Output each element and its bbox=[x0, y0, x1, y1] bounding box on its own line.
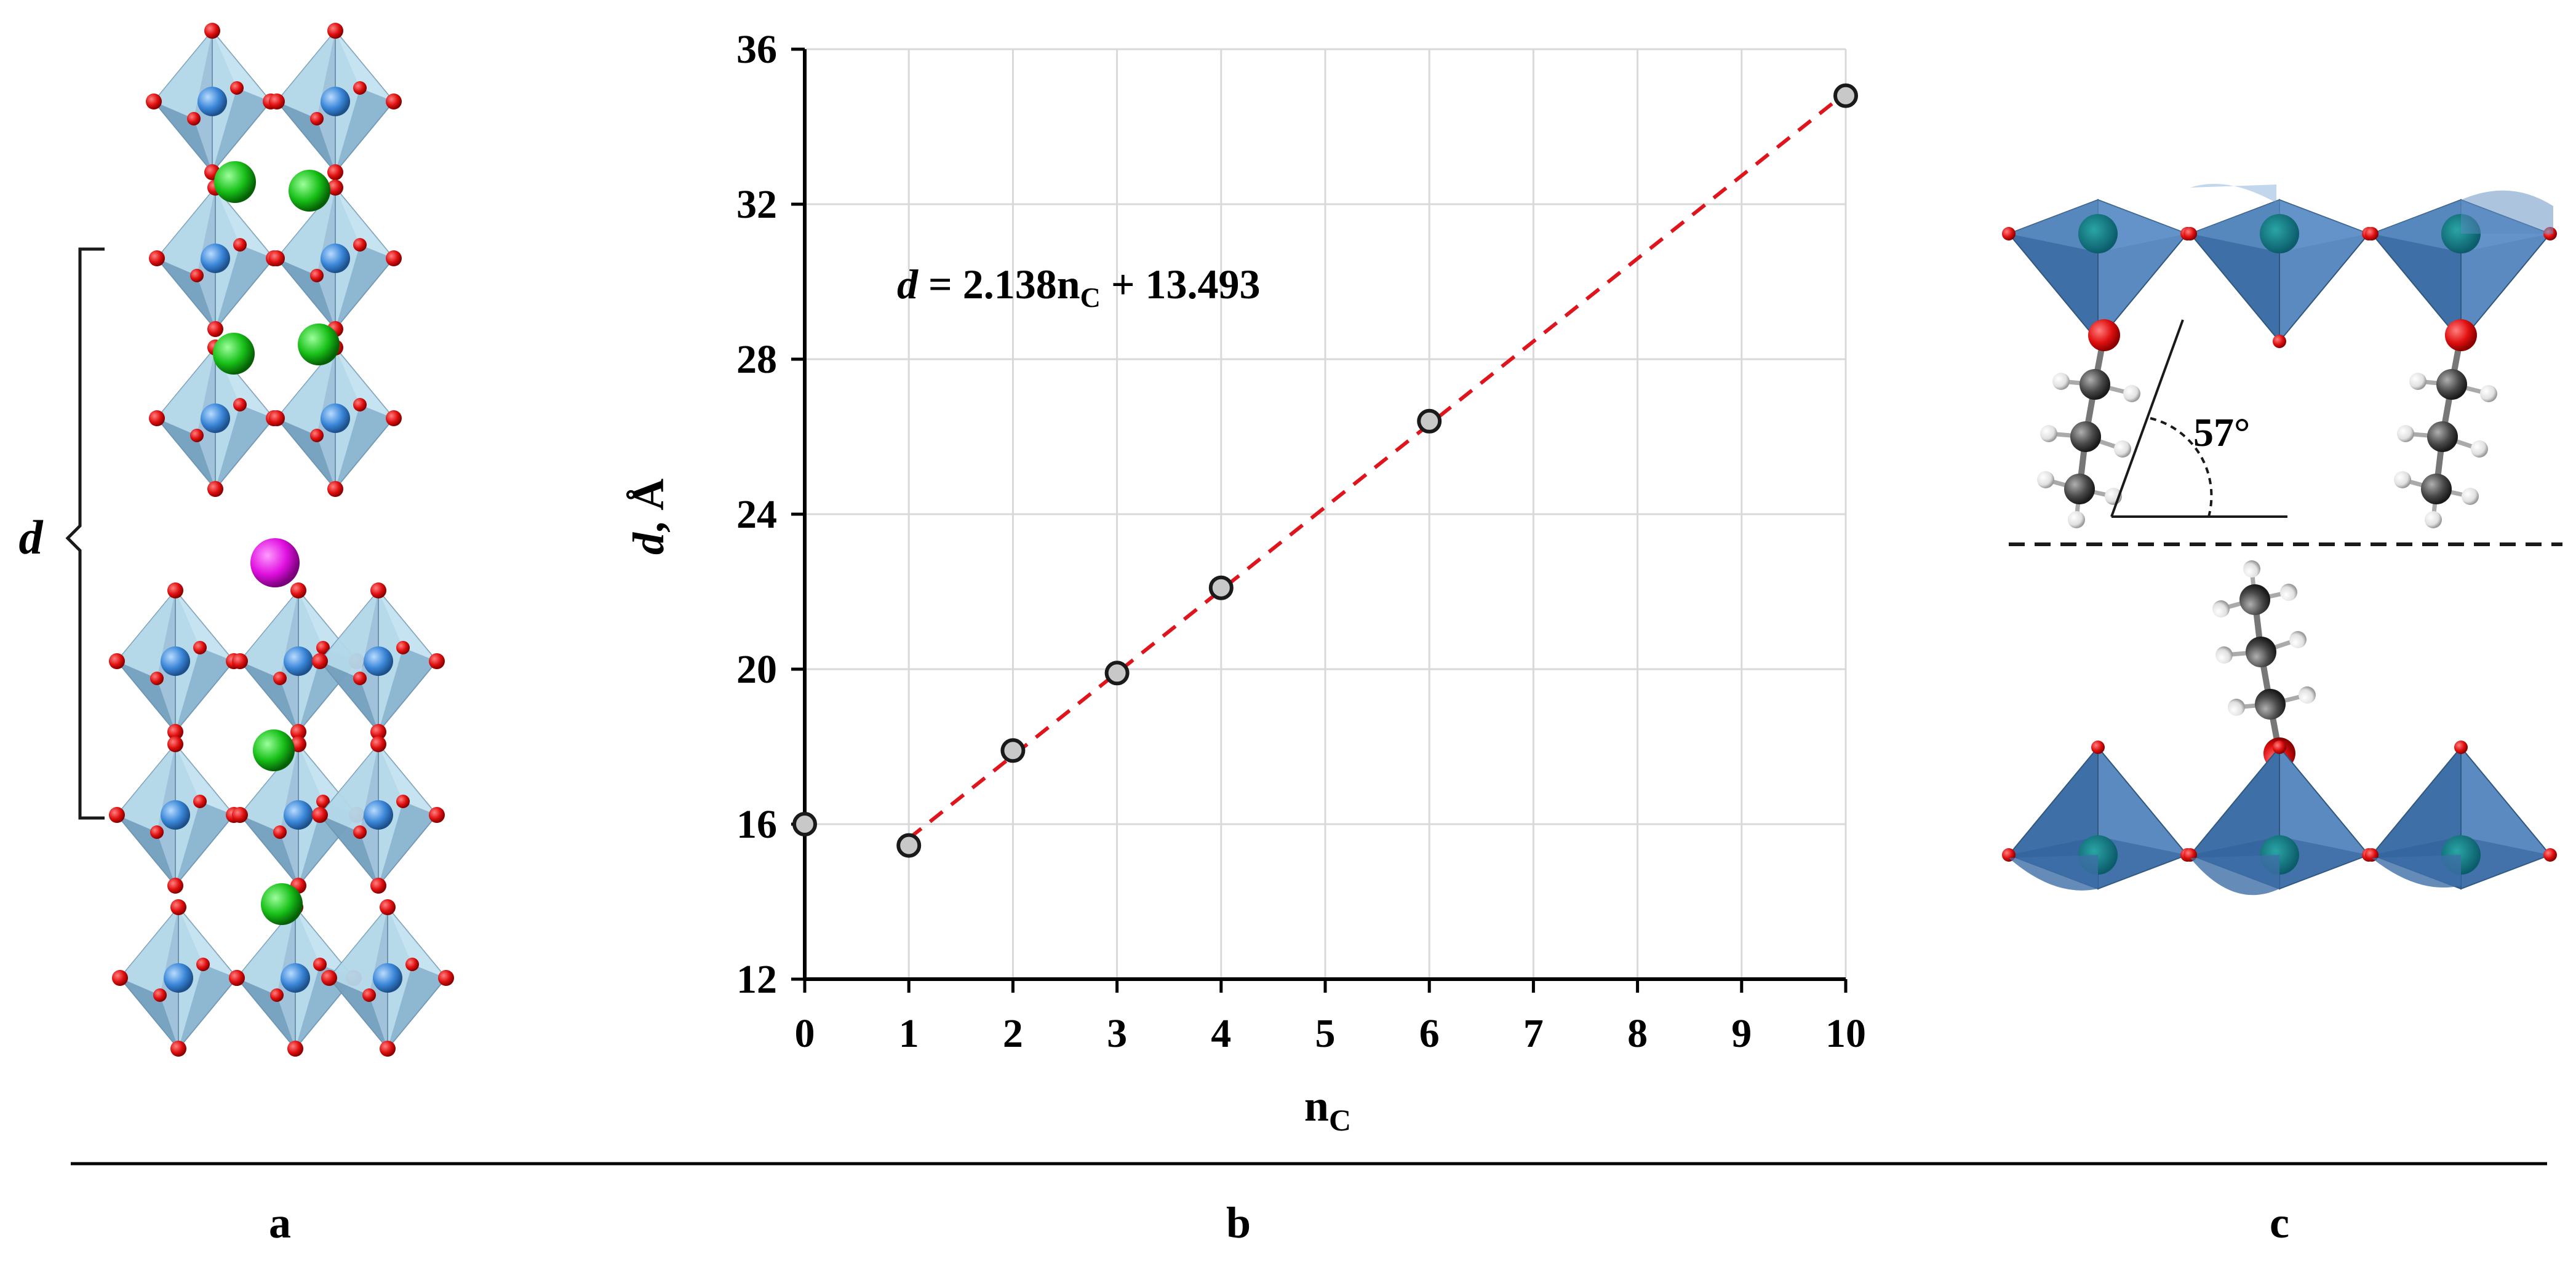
y-tick-label: 24 bbox=[736, 492, 777, 537]
y-tick-label: 16 bbox=[736, 802, 777, 847]
y-axis-label-rest: , Å bbox=[624, 479, 673, 533]
x-tick-label: 4 bbox=[1211, 1011, 1231, 1056]
equation-part-a: = 2.138n bbox=[918, 261, 1080, 308]
interlayer-spacing-label: d bbox=[19, 510, 44, 564]
panel-label-a: a bbox=[269, 1198, 291, 1247]
panel-c-structure: 57° bbox=[2001, 183, 2562, 896]
data-point bbox=[896, 833, 922, 858]
data-point bbox=[1833, 83, 1858, 108]
equation-part-b: + 13.493 bbox=[1101, 261, 1261, 308]
y-tick-label: 36 bbox=[736, 27, 777, 72]
x-tick-label: 2 bbox=[1003, 1011, 1023, 1056]
data-point bbox=[1104, 661, 1130, 686]
y-tick-labels: 12 16 20 24 28 32 36 bbox=[736, 27, 777, 1002]
x-tick-label: 8 bbox=[1627, 1011, 1648, 1056]
x-tick-label: 7 bbox=[1523, 1011, 1544, 1056]
panel-label-c: c bbox=[2270, 1198, 2289, 1247]
x-tick-label: 6 bbox=[1419, 1011, 1440, 1056]
linear-fit-line bbox=[907, 91, 1847, 840]
x-tick-labels: 0 1 2 3 4 5 6 7 8 9 10 bbox=[795, 1011, 1867, 1056]
x-axis-label-main: n bbox=[1304, 1081, 1329, 1130]
x-tick-label: 0 bbox=[795, 1011, 815, 1056]
tilt-angle-label: 57° bbox=[2193, 410, 2250, 455]
x-tick-label: 3 bbox=[1107, 1011, 1127, 1056]
data-point bbox=[1000, 738, 1026, 763]
x-tick-label: 5 bbox=[1315, 1011, 1336, 1056]
equation-subscript: C bbox=[1080, 282, 1101, 313]
y-tick-label: 32 bbox=[736, 182, 777, 227]
y-tick-label: 12 bbox=[736, 957, 777, 1002]
x-axis-label-subscript: C bbox=[1329, 1103, 1351, 1137]
data-point bbox=[1417, 408, 1442, 434]
data-point bbox=[792, 812, 817, 836]
equation-lhs: d bbox=[897, 261, 919, 308]
panel-a-structure: d bbox=[19, 22, 455, 1057]
y-axis-label: d, Å bbox=[624, 479, 673, 555]
data-point bbox=[1208, 575, 1234, 600]
chart-grid bbox=[805, 48, 1847, 979]
data-points bbox=[792, 83, 1858, 858]
x-tick-label: 10 bbox=[1825, 1011, 1866, 1056]
y-tick-label: 28 bbox=[736, 337, 777, 382]
x-tick-label: 9 bbox=[1731, 1011, 1752, 1056]
fit-equation: d = 2.138nC + 13.493 bbox=[897, 261, 1261, 313]
y-axis-label-var: d bbox=[624, 532, 673, 555]
panel-label-b: b bbox=[1226, 1198, 1251, 1247]
axis-ticks bbox=[791, 47, 1848, 993]
x-axis-label: nC bbox=[1304, 1081, 1351, 1137]
x-tick-label: 1 bbox=[899, 1011, 919, 1056]
y-tick-label: 20 bbox=[736, 647, 777, 692]
